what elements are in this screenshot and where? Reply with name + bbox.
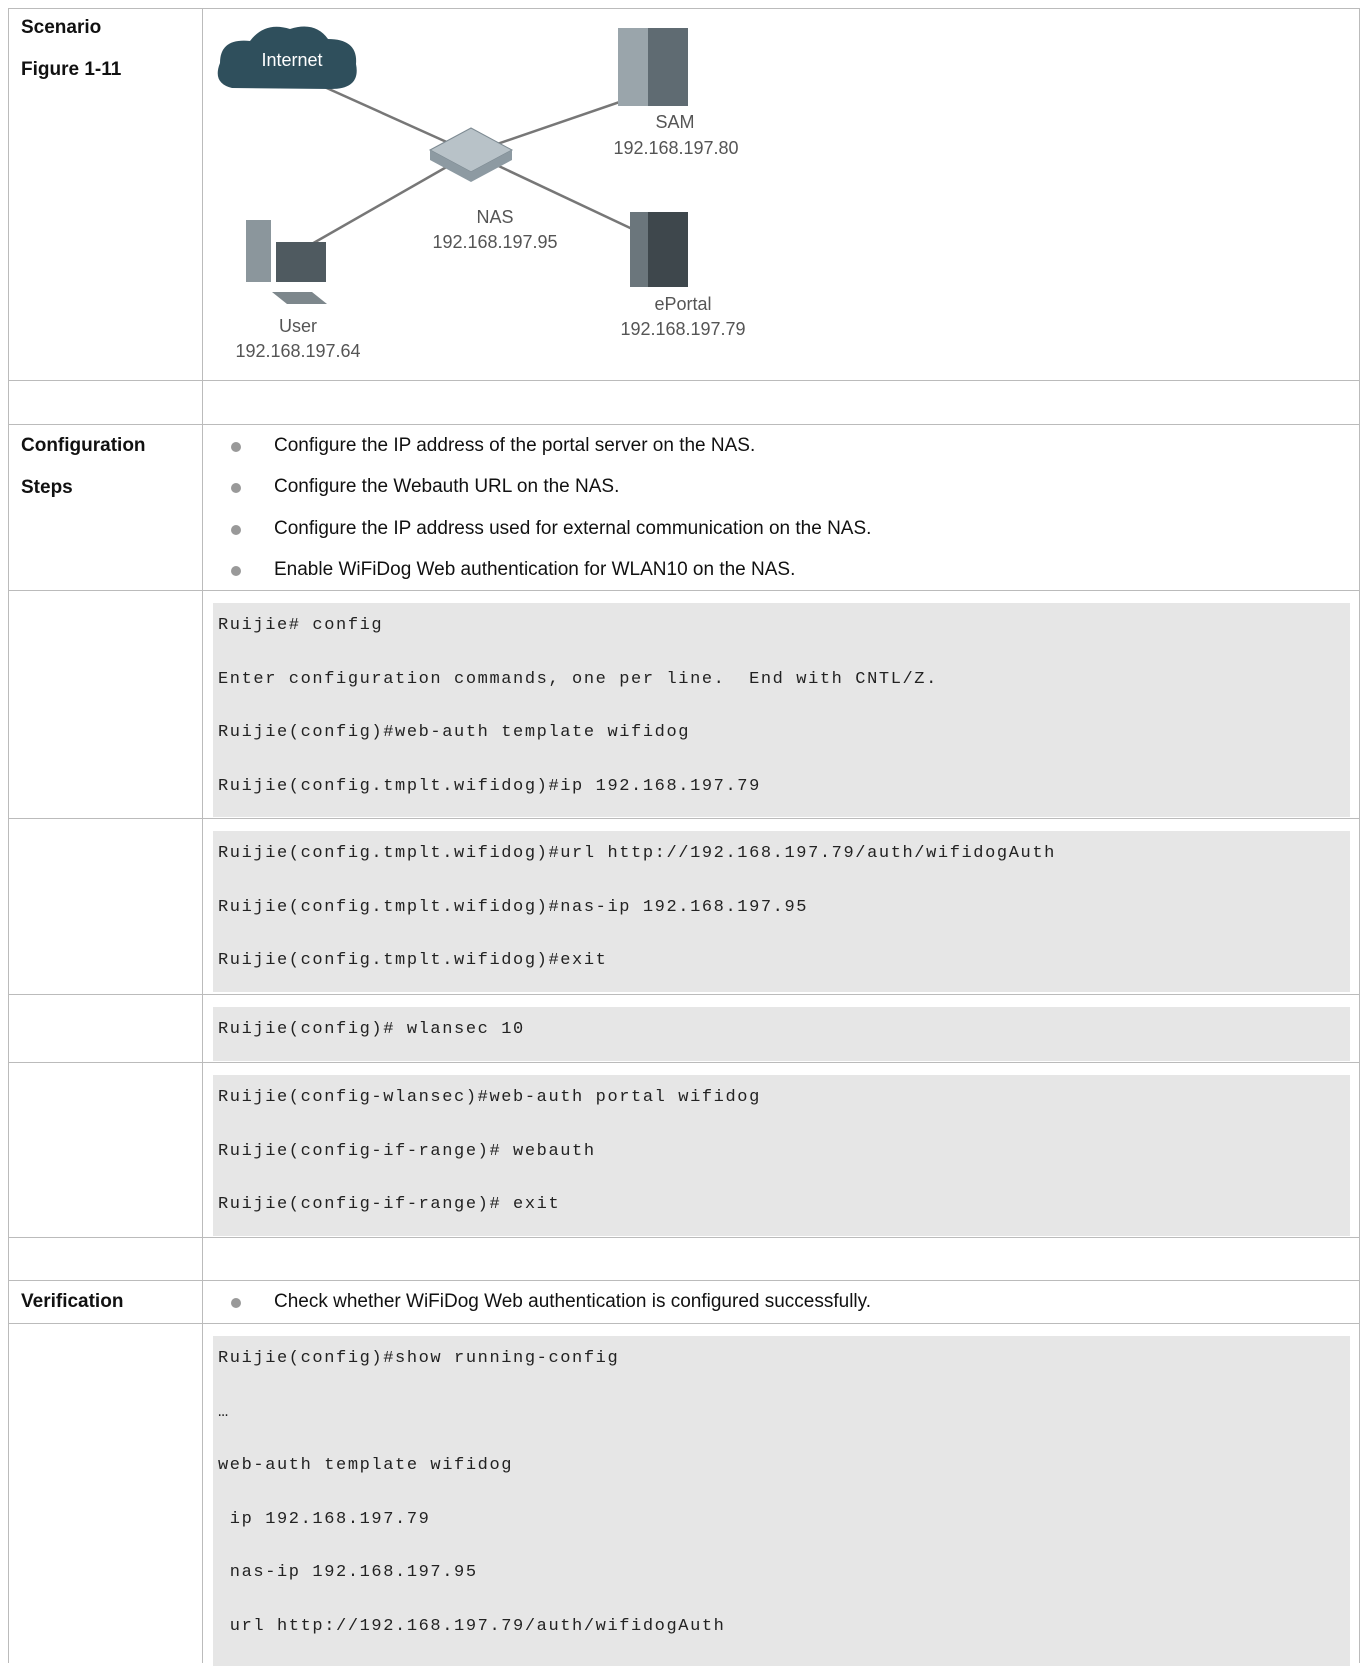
code-row: Ruijie(config-wlansec)#web-auth portal w… xyxy=(8,1062,1360,1237)
empty-row xyxy=(8,1237,1360,1280)
row-label: Configuration xyxy=(21,435,146,456)
pc-keyboard xyxy=(272,292,327,304)
row-label: Scenario xyxy=(21,17,102,38)
config-row: Configuration Steps Configure the IP add… xyxy=(8,424,1360,590)
code-line: Ruijie(config.tmplt.wifidog)#exit xyxy=(218,951,608,970)
code-row: Ruijie(config.tmplt.wifidog)#url http://… xyxy=(8,818,1360,994)
code-line: url http://192.168.197.79/auth/wifidogAu… xyxy=(218,1616,726,1636)
code-line: Ruijie(config-if-range)# exit xyxy=(218,1195,561,1214)
sam-server-side xyxy=(648,28,688,106)
code-line: Ruijie(config.tmplt.wifidog)#nas-ip 192.… xyxy=(218,897,809,917)
code-block: Ruijie(config)# wlansec 10 xyxy=(213,1007,1350,1061)
node-label: NAS xyxy=(476,207,513,227)
scenario-row: Scenario Figure 1-11 xyxy=(8,8,1360,380)
row-label: Steps xyxy=(21,477,73,498)
code-line: web-auth template wifidog xyxy=(218,1456,514,1475)
code-line: Ruijie(config.tmplt.wifidog)#url http://… xyxy=(218,844,1056,863)
network-diagram: Internet SAM 192.168.197.80 NAS 192.168.… xyxy=(217,26,746,361)
node-ip: 192.168.197.95 xyxy=(432,232,557,252)
bullet-text: Configure the IP address of the portal s… xyxy=(274,435,756,456)
code-block: Ruijie(config-wlansec)#web-auth portal w… xyxy=(213,1075,1350,1236)
code-line: Ruijie(config-if-range)# webauth xyxy=(218,1141,596,1161)
code-line: Ruijie(config)# wlansec 10 xyxy=(218,1020,525,1039)
bullet-text: Configure the IP address used for extern… xyxy=(274,518,872,539)
pc-tower xyxy=(246,220,271,282)
code-line: Ruijie(config-wlansec)#web-auth portal w… xyxy=(218,1088,761,1107)
row-label: Verification xyxy=(21,1291,124,1312)
pc-monitor xyxy=(276,242,326,282)
code-line: ip 192.168.197.79 xyxy=(218,1509,431,1529)
code-line: Ruijie(config.tmplt.wifidog)#ip 192.168.… xyxy=(218,776,761,796)
code-block: Ruijie(config)#show running-config … web-a… xyxy=(213,1336,1350,1666)
code-row: Ruijie# config Enter configuration comman… xyxy=(8,590,1360,818)
code-block: Ruijie# config Enter configuration comman… xyxy=(213,603,1350,817)
code-line: Ruijie# config xyxy=(218,616,384,635)
node-ip: 192.168.197.79 xyxy=(620,319,745,339)
code-line: Ruijie(config)#show running-config xyxy=(218,1349,620,1368)
code-row: Ruijie(config)#show running-config … web-a… xyxy=(8,1323,1360,1666)
bullet-text: Configure the Webauth URL on the NAS. xyxy=(274,476,620,497)
node-ip: 192.168.197.80 xyxy=(613,138,738,158)
code-line: Enter configuration commands, one per li… xyxy=(218,669,938,689)
node-label: ePortal xyxy=(654,294,711,314)
cloud-icon xyxy=(217,26,357,90)
verification-row: Verification Check whether WiFiDog Web a… xyxy=(8,1280,1360,1323)
node-label: User xyxy=(279,316,317,336)
node-label: SAM xyxy=(655,112,694,132)
eportal-server-side xyxy=(648,212,688,287)
switch-icon-side xyxy=(430,150,512,182)
node-ip: 192.168.197.64 xyxy=(235,341,360,361)
code-line: Ruijie(config)#web-auth template wifidog xyxy=(218,723,691,742)
bullet-text: Enable WiFiDog Web authentication for WL… xyxy=(274,559,796,580)
code-line: nas-ip 192.168.197.95 xyxy=(218,1563,478,1582)
code-line: … xyxy=(218,1402,230,1422)
node-label: Internet xyxy=(261,50,322,70)
code-row: Ruijie(config)# wlansec 10 xyxy=(8,994,1360,1062)
code-block: Ruijie(config.tmplt.wifidog)#url http://… xyxy=(213,831,1350,992)
empty-row xyxy=(8,380,1360,424)
bullet-text: Check whether WiFiDog Web authentication… xyxy=(274,1291,872,1312)
figure-label: Figure 1-11 xyxy=(21,59,122,80)
